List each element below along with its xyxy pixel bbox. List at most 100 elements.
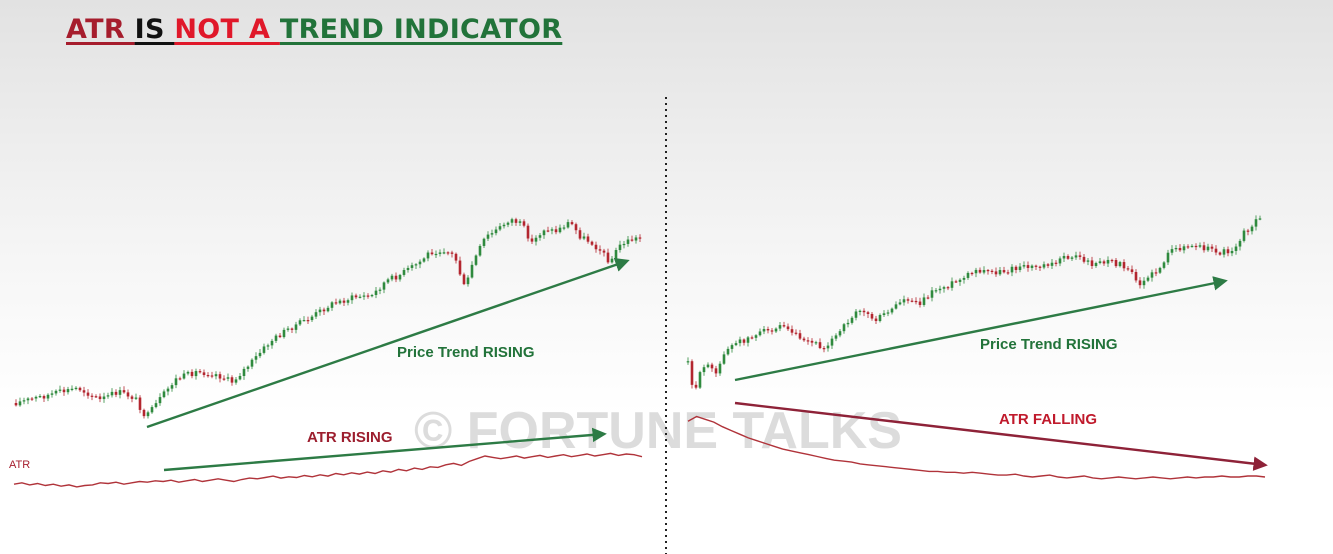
left-price-trend-label: Price Trend RISING bbox=[397, 344, 535, 361]
candle-body bbox=[730, 345, 734, 349]
candle-body bbox=[994, 271, 998, 275]
candle-body bbox=[990, 270, 994, 272]
candle-body bbox=[1190, 245, 1194, 248]
candle-body bbox=[46, 394, 50, 399]
candle-body bbox=[342, 300, 346, 303]
candle-body bbox=[930, 290, 934, 298]
candle-body bbox=[566, 222, 570, 228]
candle-body bbox=[1130, 269, 1134, 272]
candle-body bbox=[1018, 266, 1022, 271]
candle-body bbox=[370, 295, 374, 297]
candle-body bbox=[258, 352, 262, 357]
title-not-a: NOT A bbox=[174, 14, 280, 45]
candle-body bbox=[838, 331, 842, 336]
candle-body bbox=[58, 389, 62, 391]
candle-body bbox=[1210, 246, 1214, 249]
candle-body bbox=[110, 391, 114, 396]
candle-body bbox=[866, 312, 870, 314]
candle-body bbox=[986, 270, 990, 272]
candle-body bbox=[582, 236, 586, 239]
candle-body bbox=[126, 392, 130, 397]
candle-body bbox=[998, 270, 1002, 275]
candle-body bbox=[1230, 250, 1234, 254]
candle-body bbox=[958, 279, 962, 282]
candle-body bbox=[178, 378, 182, 380]
candle-body bbox=[818, 342, 822, 349]
candle-body bbox=[570, 222, 574, 225]
candle-body bbox=[302, 320, 306, 322]
candle-body bbox=[766, 329, 770, 331]
candle-body bbox=[490, 233, 494, 235]
candle-body bbox=[1182, 246, 1186, 251]
candle-body bbox=[546, 230, 550, 232]
candle-body bbox=[306, 320, 310, 322]
candle-body bbox=[174, 378, 178, 386]
candle-body bbox=[722, 354, 726, 364]
candle-body bbox=[530, 238, 534, 242]
candle-body bbox=[218, 374, 222, 379]
candle-body bbox=[1122, 262, 1126, 269]
candle-body bbox=[942, 287, 946, 289]
candle-body bbox=[886, 312, 890, 314]
candle-body bbox=[898, 302, 902, 305]
candle-body bbox=[726, 348, 730, 355]
candle-body bbox=[394, 275, 398, 280]
candle-body bbox=[310, 316, 314, 321]
candle-body bbox=[86, 392, 90, 396]
candle-body bbox=[330, 302, 334, 308]
candle-body bbox=[90, 395, 94, 397]
candle-body bbox=[1222, 249, 1226, 255]
candle-body bbox=[366, 295, 370, 297]
candle-body bbox=[114, 391, 118, 395]
candle-body bbox=[970, 272, 974, 275]
candle-body bbox=[1110, 259, 1114, 262]
candle-body bbox=[1106, 259, 1110, 264]
candle-body bbox=[326, 307, 330, 312]
candle-body bbox=[1170, 249, 1174, 253]
candle-body bbox=[1054, 262, 1058, 264]
candle-body bbox=[450, 252, 454, 254]
candle-body bbox=[894, 304, 898, 309]
candle-body bbox=[390, 275, 394, 280]
candle-body bbox=[918, 301, 922, 305]
candle-body bbox=[386, 279, 390, 283]
candle-body bbox=[786, 326, 790, 330]
candle-body bbox=[854, 311, 858, 318]
candle-body bbox=[34, 396, 38, 399]
candle-body bbox=[966, 272, 970, 278]
candle-body bbox=[334, 302, 338, 304]
candle-body bbox=[574, 224, 578, 231]
candle-body bbox=[270, 340, 274, 346]
candle-body bbox=[746, 337, 750, 343]
candle-body bbox=[1042, 264, 1046, 268]
candle-body bbox=[446, 252, 450, 254]
left-atr-trend-label: ATR RISING bbox=[307, 429, 393, 446]
candle-body bbox=[454, 253, 458, 261]
candle-body bbox=[54, 390, 58, 394]
candle-body bbox=[294, 324, 298, 330]
candle-body bbox=[842, 324, 846, 332]
candle-body bbox=[594, 244, 598, 250]
candle-body bbox=[1102, 261, 1106, 264]
candle-body bbox=[774, 328, 778, 332]
candle-body bbox=[82, 390, 86, 393]
candle-body bbox=[210, 375, 214, 377]
candle-body bbox=[710, 364, 714, 369]
candle-body bbox=[1174, 248, 1178, 250]
candle-body bbox=[102, 396, 106, 400]
candle-body bbox=[42, 396, 46, 399]
candle-body bbox=[1242, 230, 1246, 241]
candle-body bbox=[938, 288, 942, 291]
candle-body bbox=[614, 250, 618, 259]
candle-body bbox=[954, 281, 958, 283]
candle-body bbox=[238, 375, 242, 380]
candle-body bbox=[202, 372, 206, 375]
candle-body bbox=[358, 296, 362, 298]
title-is: IS bbox=[134, 14, 175, 45]
candle-body bbox=[466, 277, 470, 285]
candle-body bbox=[418, 261, 422, 265]
candle-body bbox=[50, 393, 54, 395]
candle-body bbox=[870, 313, 874, 319]
candle-body bbox=[714, 368, 718, 374]
